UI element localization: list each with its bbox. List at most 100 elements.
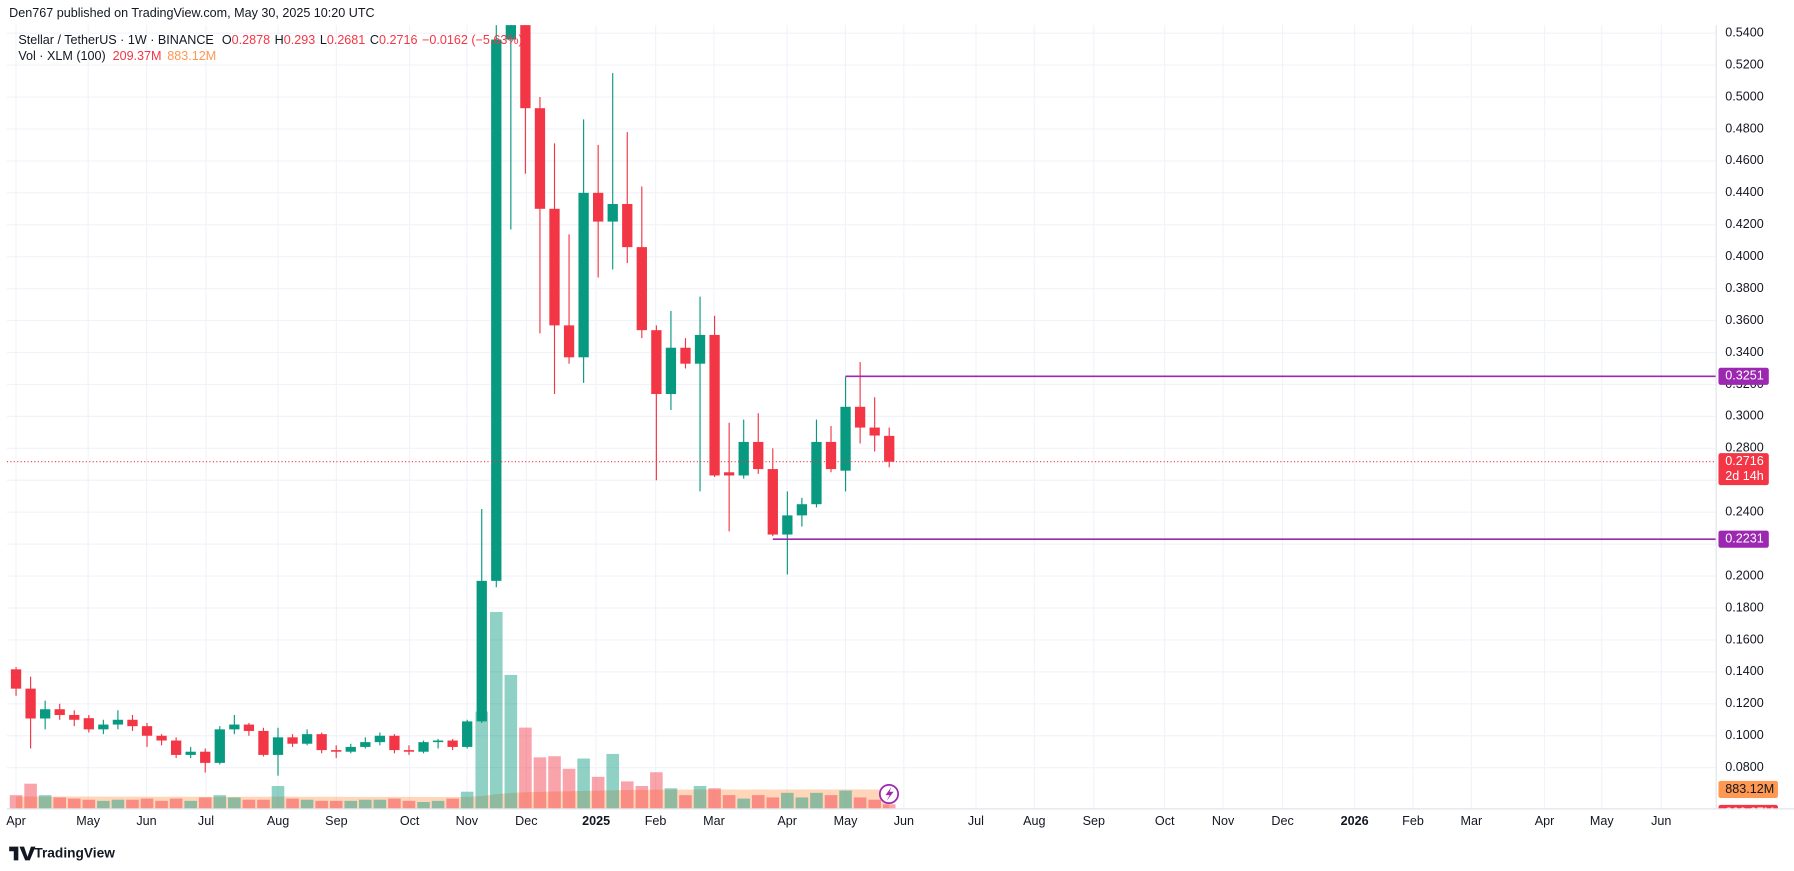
x-tick-label: Sep <box>1083 814 1105 828</box>
volume-bar <box>810 792 823 809</box>
candle-body <box>185 751 196 755</box>
x-tick-label: Dec <box>1271 814 1293 828</box>
footer-brand: TradingView <box>34 846 115 861</box>
candle-body <box>83 718 94 730</box>
candle-body <box>578 192 589 358</box>
volume-ma-box <box>1718 780 1778 799</box>
volume-bar <box>271 785 285 809</box>
legend: Stellar / TetherUS · 1W · BINANCE O0.2878… <box>18 34 522 64</box>
x-tick-label: 2026 <box>1341 814 1369 828</box>
x-tick-label: Dec <box>515 814 537 828</box>
x-tick-label: Aug <box>1023 814 1045 828</box>
volume-bar <box>431 800 445 809</box>
x-tick-label: May <box>76 814 100 828</box>
alert-icon[interactable] <box>878 783 900 805</box>
candle-body <box>403 750 415 752</box>
volume-bar <box>111 799 125 809</box>
y-tick-label: 0.1200 <box>1725 696 1763 710</box>
volume-bar <box>9 795 23 809</box>
candle-body <box>665 347 677 395</box>
price-label-box <box>1718 367 1769 385</box>
volume-bar <box>402 800 416 809</box>
ohlc-value: 0.293 <box>284 34 315 48</box>
y-tick-label: 0.2000 <box>1725 568 1763 582</box>
x-tick-label: Feb <box>645 814 667 828</box>
candle-body <box>723 472 735 476</box>
candle-body <box>534 108 546 209</box>
candle-body <box>491 39 502 581</box>
candle-body <box>753 441 764 470</box>
candle-body <box>127 719 138 727</box>
candle-body <box>170 740 182 755</box>
candle-body <box>389 735 400 751</box>
candle-body <box>331 750 342 752</box>
volume-bar <box>795 797 809 809</box>
candle-body <box>520 25 531 109</box>
volume-bar <box>577 758 590 809</box>
x-tick-label: May <box>834 814 858 828</box>
price-scale: 0.0800 0.1000 0.1200 0.1400 0.1600 0.1800 0.20… <box>1718 25 1778 809</box>
candle-body <box>462 721 473 747</box>
ohlc-letter: H <box>275 34 284 48</box>
candle-body <box>782 515 793 535</box>
volume-bar <box>548 756 561 809</box>
volume-bar <box>475 711 489 809</box>
candle-body <box>869 427 880 436</box>
volume-pane <box>9 611 896 809</box>
y-tick-label: 0.2800 <box>1725 441 1763 455</box>
volume-scale-labels: 883.12M 209.37M <box>1718 780 1778 809</box>
candle-body <box>258 730 269 755</box>
last-price-box <box>1718 453 1769 486</box>
x-tick-label: Jun <box>136 814 156 828</box>
volume-bar <box>97 800 110 809</box>
volume-bar <box>67 798 81 809</box>
x-tick-label: Apr <box>6 814 26 828</box>
y-tick-label: 0.5200 <box>1725 57 1763 71</box>
volume-bar <box>693 785 707 809</box>
volume-bar <box>650 772 663 809</box>
y-tick-label: 0.3800 <box>1725 281 1763 295</box>
candle-body <box>54 709 65 715</box>
symbol-title: Stellar / TetherUS · 1W · BINANCE <box>18 34 213 48</box>
volume-bar <box>24 783 37 809</box>
volume-bar <box>781 792 794 809</box>
candle-body <box>811 441 822 505</box>
candle-body <box>287 737 298 744</box>
volume-bar <box>533 757 547 809</box>
candle-body <box>447 740 458 747</box>
candle-body <box>840 406 851 471</box>
candle-body <box>709 334 720 476</box>
x-tick-label: Aug <box>267 814 289 828</box>
ohlc-value: 0.2681 <box>327 34 365 48</box>
ohlc-letter: O <box>222 34 232 48</box>
publish-header: Den767 published on TradingView.com, May… <box>9 6 374 20</box>
y-tick-label: 0.5000 <box>1725 89 1763 103</box>
candle-body <box>854 406 866 428</box>
y-tick-label: 0.4600 <box>1725 153 1763 167</box>
volume-bar <box>591 776 605 809</box>
volume-bar <box>140 798 154 809</box>
volume-bar <box>417 802 430 809</box>
candle-body <box>243 724 255 731</box>
x-tick-label: Sep <box>325 814 347 828</box>
volume-bar <box>606 753 620 809</box>
grid <box>6 25 1717 809</box>
volume-bar <box>344 800 358 809</box>
candle-body <box>200 751 211 763</box>
y-tick-label: 0.4800 <box>1725 121 1763 135</box>
y-tick-label: 0.4000 <box>1725 249 1763 263</box>
candle-body <box>549 208 560 326</box>
volume-bar <box>562 768 576 809</box>
x-tick-label: May <box>1590 814 1614 828</box>
volume-ma-area <box>16 789 890 809</box>
ohlc-letter: C <box>370 34 379 48</box>
candle-body <box>345 746 356 752</box>
candle-body <box>607 204 618 222</box>
price-label: 0.3251 <box>1725 369 1763 383</box>
y-tick-label: 0.4400 <box>1725 185 1763 199</box>
volume-title: Vol · XLM (100) <box>18 50 105 64</box>
volume-bar <box>329 800 343 809</box>
candle-body <box>884 435 895 462</box>
volume-last-box <box>1718 804 1778 809</box>
volume-bar <box>722 795 736 809</box>
